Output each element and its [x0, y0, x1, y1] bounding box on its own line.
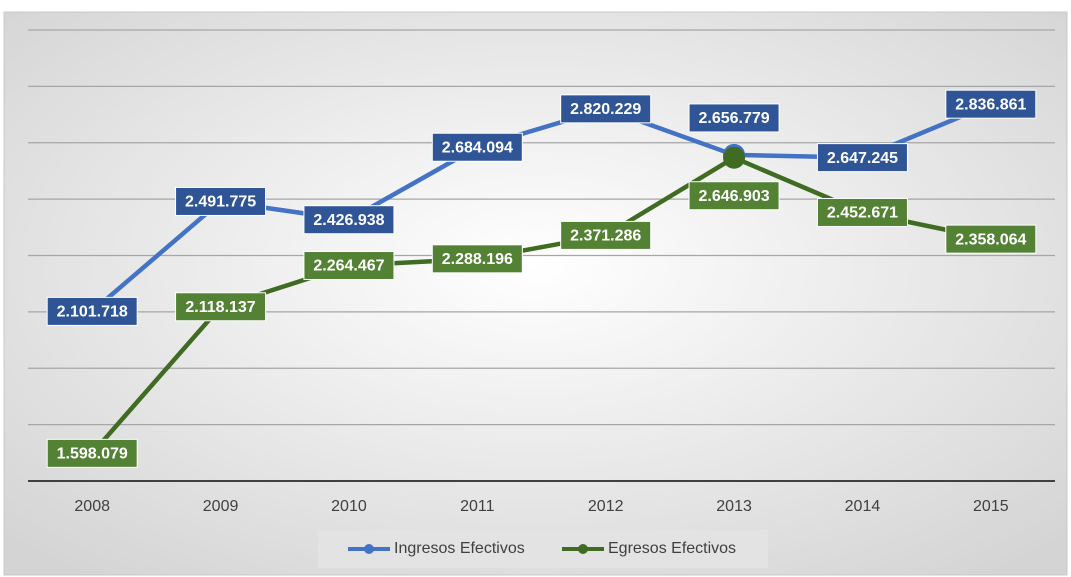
value-label-box — [688, 181, 780, 211]
x-tick-label: 2008 — [74, 498, 110, 515]
value-label-box — [945, 224, 1037, 254]
value-label-box — [431, 132, 523, 162]
value-label-box — [560, 220, 652, 250]
x-tick-label: 2011 — [460, 498, 495, 515]
value-label: 2.118.137 — [185, 299, 255, 316]
value-label: 2.358.064 — [955, 231, 1026, 248]
legend-label: Egresos Efectivos — [608, 540, 736, 557]
value-label-box — [46, 296, 138, 326]
x-tick-label: 2013 — [716, 498, 752, 515]
value-label: 2.371.286 — [570, 228, 641, 245]
legend-bg — [318, 530, 768, 568]
value-label: 2.656.779 — [698, 110, 769, 127]
value-label-box — [303, 205, 395, 235]
x-tick-label: 2014 — [845, 498, 881, 515]
legend-label: Ingresos Efectivos — [394, 540, 525, 557]
legend-marker — [364, 544, 374, 554]
value-label: 2.452.671 — [827, 205, 898, 222]
value-label: 2.646.903 — [698, 188, 769, 205]
value-label: 2.491.775 — [185, 194, 256, 211]
value-label: 2.101.718 — [57, 304, 128, 321]
value-label-box — [560, 94, 652, 124]
value-label: 1.598.079 — [57, 446, 128, 463]
value-label: 2.264.467 — [313, 258, 384, 275]
marker — [723, 146, 746, 169]
value-label: 2.820.229 — [570, 101, 641, 118]
value-label-box — [816, 143, 908, 173]
value-label-box — [431, 244, 523, 274]
value-label: 2.426.938 — [313, 212, 384, 229]
value-label: 2.836.861 — [955, 96, 1026, 113]
legend-marker — [578, 544, 588, 554]
value-label-box — [688, 103, 780, 133]
value-label-box — [303, 251, 395, 281]
x-tick-label: 2009 — [203, 498, 239, 515]
chart-bg — [3, 11, 1068, 576]
value-label-box — [175, 292, 267, 322]
value-label: 2.684.094 — [442, 139, 513, 156]
x-tick-label: 2015 — [973, 498, 1009, 515]
value-label: 2.288.196 — [442, 251, 513, 268]
x-tick-label: 2012 — [588, 498, 624, 515]
value-label-box — [945, 89, 1037, 119]
value-label: 2.647.245 — [827, 150, 898, 167]
value-label-box — [816, 197, 908, 227]
value-label-box — [175, 186, 267, 216]
value-label-box — [46, 438, 138, 468]
x-tick-label: 2010 — [331, 498, 367, 515]
